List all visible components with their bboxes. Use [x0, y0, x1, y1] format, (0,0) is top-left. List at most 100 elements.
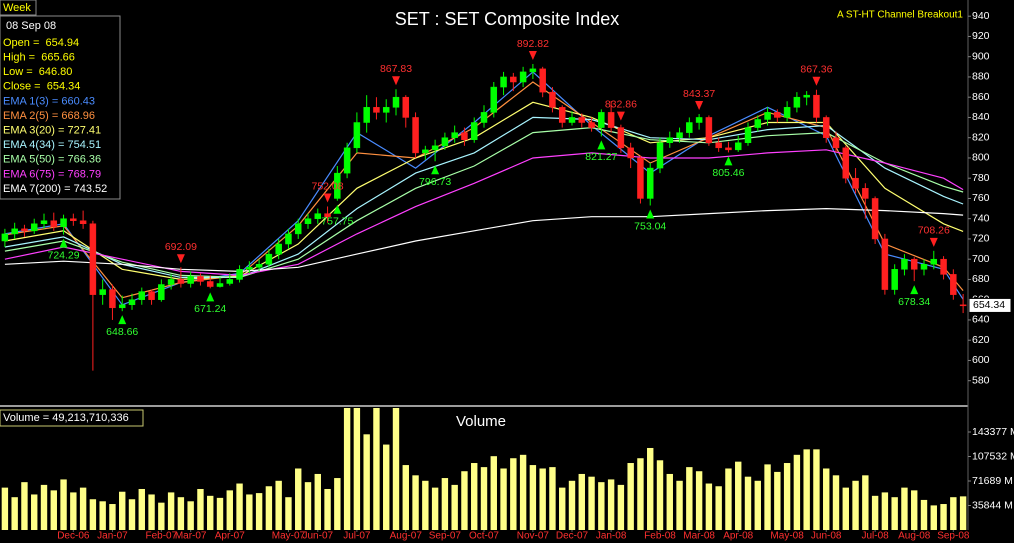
candle-body — [304, 218, 312, 225]
x-tick-label: Apr-08 — [723, 531, 753, 542]
volume-title: Volume — [456, 413, 506, 430]
volume-bar — [412, 475, 419, 530]
candle-body — [470, 122, 478, 140]
candle-body — [275, 243, 282, 255]
volume-tick-label: 35844 M — [972, 499, 1013, 511]
volume-bar — [598, 482, 605, 530]
legend-entry: EMA 7(200) = 743.52 — [3, 183, 107, 195]
high-arrow — [323, 193, 332, 203]
volume-bar — [744, 476, 752, 530]
candle-body — [30, 223, 38, 232]
candle-body — [930, 258, 938, 265]
high-label: 708.26 — [918, 225, 950, 237]
candle-body — [148, 291, 155, 300]
volume-bar — [138, 488, 145, 530]
volume-bar — [842, 487, 849, 530]
volume-bar — [617, 484, 625, 530]
low-arrow — [206, 292, 215, 302]
volume-bar — [705, 483, 713, 530]
candle-body — [324, 213, 331, 217]
x-tick-label: Jul-08 — [861, 531, 889, 542]
period-label: Week — [3, 2, 31, 14]
candle-body — [832, 137, 840, 149]
low-label: 724.29 — [47, 249, 79, 261]
legend-entry: EMA 1(3) = 660.43 — [3, 95, 95, 107]
y-tick-label: 820 — [972, 131, 990, 143]
candle-body — [901, 258, 908, 270]
volume-bar — [265, 486, 273, 530]
volume-bar — [774, 471, 781, 530]
low-arrow — [118, 315, 127, 325]
volume-bar — [950, 497, 957, 530]
ema-line — [4, 207, 964, 273]
volume-bar — [627, 463, 634, 530]
candle-body — [744, 127, 752, 144]
volume-bar — [295, 468, 302, 530]
x-tick-label: Jun-08 — [811, 531, 842, 542]
y-tick-label: 780 — [972, 172, 990, 184]
volume-bar — [539, 468, 546, 530]
candle-body — [89, 223, 97, 295]
candle-body — [910, 258, 918, 270]
info-row: Close = 654.34 — [3, 81, 80, 93]
volume-bar — [158, 502, 165, 530]
volume-bar — [373, 408, 380, 530]
volume-bar — [881, 492, 889, 530]
candle-body — [803, 94, 810, 98]
low-arrow — [597, 140, 606, 150]
candle-body — [871, 198, 879, 240]
volume-bar — [167, 492, 175, 530]
volume-bar — [255, 493, 263, 530]
candle-body — [373, 107, 380, 113]
candle-body — [294, 223, 302, 235]
legend-entry: EMA 3(20) = 727.41 — [3, 125, 101, 137]
volume-bar — [128, 499, 136, 530]
x-tick-label: Jun-07 — [302, 531, 333, 542]
volume-bar — [31, 494, 38, 530]
high-label: 692.09 — [165, 241, 197, 253]
high-label: 752.08 — [311, 180, 343, 192]
volume-bar — [99, 501, 106, 530]
last-price-box — [968, 297, 1012, 313]
candle-body — [607, 112, 615, 128]
y-tick-label: 620 — [972, 334, 990, 346]
candle-body — [79, 220, 87, 225]
legend-entry: EMA 4(34) = 754.51 — [3, 139, 101, 151]
y-tick-label: 700 — [972, 253, 990, 265]
period-box — [0, 0, 37, 16]
volume-bar — [148, 494, 155, 530]
volume-bar — [588, 476, 595, 530]
volume-panel — [1, 408, 967, 530]
y-tick-label: 880 — [972, 71, 990, 83]
y-tick-label: 860 — [972, 91, 990, 103]
volume-bar — [285, 497, 292, 530]
candle-body — [959, 304, 967, 307]
candle-body — [1, 233, 9, 242]
low-label: 805.46 — [712, 167, 744, 179]
volume-bar — [109, 504, 116, 530]
volume-bar — [60, 479, 67, 530]
volume-bar — [246, 494, 253, 530]
volume-bar — [715, 486, 722, 530]
volume-bar — [431, 487, 439, 530]
low-arrow — [59, 238, 68, 248]
volume-bar — [500, 468, 507, 530]
low-label: 671.24 — [194, 303, 226, 315]
legend-entry: EMA 5(50) = 766.36 — [3, 154, 101, 166]
candle-body — [451, 132, 458, 138]
low-arrow — [646, 209, 655, 219]
x-tick-label: May-07 — [272, 531, 306, 542]
high-arrow — [392, 76, 400, 86]
candle-body — [598, 112, 605, 128]
candle-body — [431, 145, 439, 151]
y-tick-label: 680 — [972, 273, 990, 285]
candle-body — [891, 269, 898, 290]
volume-bar — [783, 463, 791, 530]
candle-body — [510, 76, 517, 83]
volume-bar — [392, 408, 400, 530]
candle-body — [255, 264, 263, 268]
volume-tick-label: 71689 M — [972, 475, 1013, 487]
candle-body — [950, 274, 957, 295]
high-arrow — [695, 101, 704, 111]
